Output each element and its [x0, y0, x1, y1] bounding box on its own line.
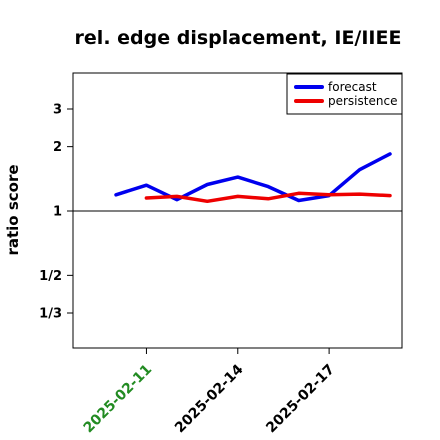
legend-label-forecast: forecast	[328, 80, 377, 94]
y-axis: 1/3 1/2 1 2 3	[39, 103, 73, 322]
legend-box	[286, 73, 403, 115]
y-tick-label: 2	[53, 140, 62, 155]
legend: forecast persistence	[286, 73, 403, 115]
y-tick-label: 1	[53, 205, 62, 220]
chart-title: rel. edge displacement, IE/IIEE	[75, 27, 402, 49]
y-axis-label: ratio score	[4, 164, 22, 255]
series-line-forecast	[114, 152, 392, 203]
y-tick-label: 3	[53, 103, 62, 118]
y-tick-label: 1/2	[39, 269, 62, 284]
y-tick-label: 1/3	[39, 307, 62, 322]
x-axis: 2025-02-11 2025-02-14 2025-02-17	[81, 348, 338, 436]
series-group	[114, 152, 392, 204]
x-tick-label: 2025-02-17	[263, 362, 338, 437]
series-line-persistence	[144, 191, 392, 204]
x-tick-label: 2025-02-14	[172, 361, 247, 436]
legend-label-persistence: persistence	[328, 94, 397, 108]
x-tick-label: 2025-02-11	[81, 362, 156, 437]
